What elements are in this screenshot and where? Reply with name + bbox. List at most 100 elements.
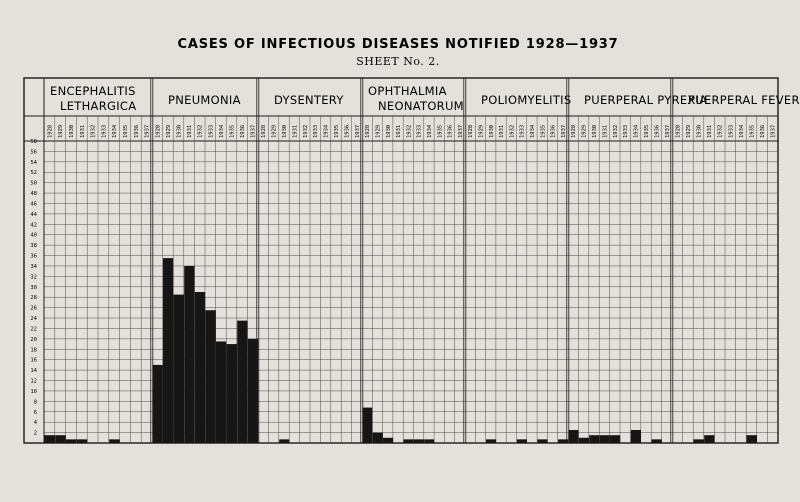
year-label: 1931 (187, 125, 193, 138)
year-label: 1931 (396, 125, 402, 138)
bar (516, 439, 527, 443)
bar (413, 439, 424, 443)
chart-body: 2468101214161820222426283032343638404244… (23, 77, 799, 444)
year-label: 1928 (571, 125, 577, 138)
year-label: 1932 (718, 125, 724, 138)
y-tick-label: 42 (30, 222, 37, 228)
year-label: 1928 (47, 125, 53, 138)
y-tick-label: 14 (30, 368, 37, 374)
bar (558, 439, 569, 443)
year-label: 1936 (344, 125, 350, 138)
year-label: 1933 (728, 125, 734, 138)
year-label: 1933 (417, 125, 423, 138)
year-label: 1936 (551, 125, 557, 138)
year-label: 1932 (91, 125, 97, 138)
year-label: 1928 (261, 125, 267, 138)
bar (194, 292, 206, 443)
y-tick-label: 16 (30, 358, 37, 364)
y-tick-label: 8 (34, 399, 37, 405)
year-label: 1932 (406, 125, 412, 138)
bar (163, 258, 174, 443)
year-label: 1930 (489, 125, 495, 138)
bar (173, 294, 184, 443)
year-label: 1935 (437, 125, 443, 138)
year-label: 1936 (654, 125, 660, 138)
bar (109, 439, 120, 443)
panel-title: LETHARGICA (60, 99, 136, 113)
year-label: 1929 (58, 125, 64, 138)
year-label: 1928 (365, 125, 371, 138)
y-tick-label: 10 (30, 389, 37, 395)
year-label: 1929 (272, 125, 278, 138)
year-label: 1937 (561, 125, 567, 138)
y-tick-label: 28 (30, 295, 37, 301)
bar (44, 435, 55, 443)
year-label: 1934 (634, 124, 640, 138)
year-label: 1932 (303, 125, 309, 138)
y-tick-label: 38 (30, 243, 37, 249)
year-label: 1935 (540, 125, 546, 138)
year-label: 1935 (334, 125, 340, 138)
y-tick-label: 4 (34, 420, 38, 426)
bar (693, 439, 704, 443)
year-label: 1934 (739, 124, 745, 138)
y-tick-label: 20 (30, 337, 37, 343)
year-label: 1934 (219, 124, 225, 138)
year-label: 1928 (155, 125, 161, 138)
year-label: 1930 (697, 125, 703, 138)
bar (205, 310, 216, 443)
year-label: 1929 (686, 125, 692, 138)
year-label: 1934 (112, 124, 118, 138)
year-label: 1936 (240, 125, 246, 138)
year-label: 1934 (530, 124, 536, 138)
bar (383, 437, 394, 443)
year-label: 1930 (592, 125, 598, 138)
bar (704, 435, 715, 443)
y-tick-label: 12 (30, 379, 37, 385)
bar (403, 439, 414, 443)
year-label: 1928 (468, 125, 474, 138)
year-label: 1935 (123, 125, 129, 138)
year-label: 1930 (386, 125, 392, 138)
y-tick-label: 22 (30, 326, 37, 332)
year-label: 1933 (101, 125, 107, 138)
year-label: 1937 (251, 125, 257, 138)
year-label: 1935 (230, 125, 236, 138)
bar (589, 435, 600, 443)
year-label: 1931 (602, 125, 608, 138)
y-tick-label: 32 (30, 274, 37, 280)
year-label: 1935 (644, 125, 650, 138)
y-tick-label: 24 (30, 316, 37, 322)
year-label: 1932 (509, 125, 515, 138)
year-label: 1937 (355, 125, 361, 138)
bar (537, 439, 548, 443)
panel-title: OPHTHALMIA (368, 84, 447, 98)
y-tick-label: 36 (30, 254, 37, 260)
year-label: 1937 (458, 125, 464, 138)
panel-title: PNEUMONIA (168, 93, 241, 107)
year-label: 1931 (499, 125, 505, 138)
year-label: 1930 (282, 125, 288, 138)
y-tick-label: 46 (30, 201, 37, 207)
chart-subtitle: SHEET No. 2. (356, 55, 440, 68)
year-label: 1933 (208, 125, 214, 138)
bar (568, 429, 579, 443)
panel-title: NEONATORUM (378, 99, 464, 113)
bar (610, 435, 621, 443)
bar (76, 439, 88, 443)
bar (362, 407, 373, 443)
year-label: 1932 (198, 125, 204, 138)
y-tick-label: 50 (30, 181, 37, 187)
bar (578, 437, 589, 443)
year-label: 1934 (324, 124, 330, 138)
y-tick-label: 34 (30, 264, 37, 270)
year-label: 1931 (292, 125, 298, 138)
year-label: 1929 (582, 125, 588, 138)
y-tick-label: 56 (30, 149, 37, 155)
y-tick-label: 58 (30, 139, 37, 145)
bar (599, 435, 610, 443)
bar (226, 344, 237, 443)
bar (372, 432, 383, 443)
year-label: 1929 (166, 125, 172, 138)
